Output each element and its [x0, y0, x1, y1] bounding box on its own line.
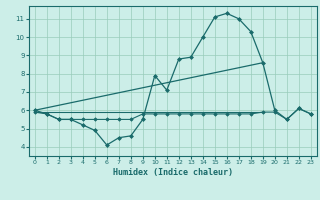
X-axis label: Humidex (Indice chaleur): Humidex (Indice chaleur) — [113, 168, 233, 177]
